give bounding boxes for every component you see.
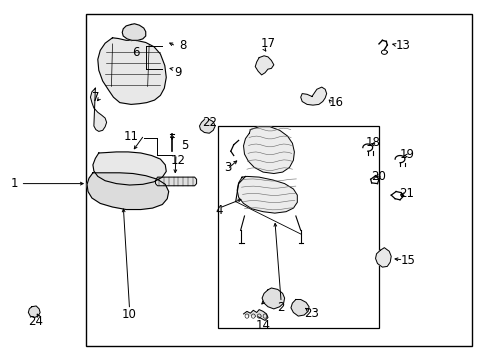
- Polygon shape: [237, 176, 297, 213]
- Text: 7: 7: [91, 91, 99, 104]
- Text: 18: 18: [365, 136, 379, 149]
- Text: 19: 19: [399, 148, 413, 161]
- Polygon shape: [122, 24, 145, 40]
- Text: 6: 6: [132, 46, 140, 59]
- Text: 1: 1: [11, 177, 19, 190]
- Polygon shape: [243, 310, 267, 320]
- Text: 13: 13: [395, 39, 410, 51]
- Bar: [217, 126, 378, 328]
- Polygon shape: [90, 88, 106, 131]
- Text: 12: 12: [171, 154, 185, 167]
- Bar: [85, 14, 471, 346]
- Text: 17: 17: [260, 37, 275, 50]
- Text: 21: 21: [399, 187, 413, 200]
- Polygon shape: [255, 56, 273, 75]
- Polygon shape: [199, 120, 215, 133]
- Text: 4: 4: [215, 204, 223, 217]
- Polygon shape: [243, 127, 294, 174]
- Polygon shape: [290, 300, 308, 316]
- Text: 14: 14: [255, 319, 270, 332]
- Polygon shape: [300, 87, 326, 105]
- Text: 11: 11: [123, 130, 138, 143]
- Polygon shape: [98, 38, 166, 104]
- Text: 3: 3: [223, 161, 231, 174]
- Polygon shape: [87, 173, 168, 210]
- Polygon shape: [375, 248, 390, 267]
- Text: 16: 16: [328, 96, 343, 109]
- Polygon shape: [155, 177, 196, 186]
- Text: 20: 20: [371, 170, 386, 183]
- Text: 23: 23: [304, 307, 319, 320]
- Polygon shape: [262, 288, 284, 309]
- Text: 5: 5: [181, 139, 188, 152]
- Polygon shape: [93, 152, 166, 185]
- Text: 8: 8: [179, 39, 187, 51]
- Text: 15: 15: [400, 255, 415, 267]
- Text: 9: 9: [174, 66, 182, 78]
- Text: 10: 10: [122, 309, 137, 321]
- Text: 24: 24: [28, 315, 42, 328]
- Text: 22: 22: [202, 116, 216, 129]
- Text: 2: 2: [277, 301, 285, 314]
- Polygon shape: [28, 306, 40, 318]
